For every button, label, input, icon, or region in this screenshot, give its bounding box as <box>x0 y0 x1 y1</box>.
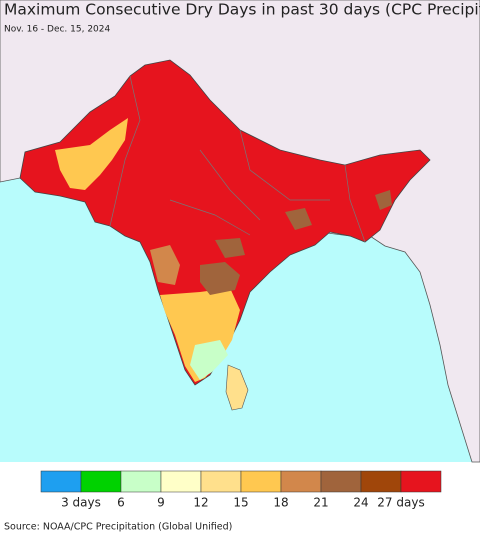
brown-patch <box>285 208 312 230</box>
legend: 3 days 6 9 12 15 18 21 24 27 days <box>40 470 442 510</box>
legend-label: 6 <box>117 496 125 510</box>
brown-patch <box>200 262 240 295</box>
legend-label: 12 <box>193 496 208 510</box>
legend-label: 27 days <box>377 496 424 510</box>
legend-swatch <box>40 470 82 493</box>
legend-swatch <box>200 470 242 493</box>
legend-swatch <box>240 470 282 493</box>
legend-label: 9 <box>157 496 165 510</box>
brown-patch <box>215 238 245 258</box>
legend-swatch <box>120 470 162 493</box>
brown-patch <box>150 245 180 285</box>
legend-swatch <box>320 470 362 493</box>
legend-label: 18 <box>273 496 288 510</box>
west-patch <box>55 118 128 190</box>
legend-swatch <box>280 470 322 493</box>
tip-patch <box>190 340 228 380</box>
legend-label: 3 days <box>61 496 101 510</box>
legend-label: 24 <box>353 496 368 510</box>
legend-swatch <box>400 470 442 493</box>
legend-swatch <box>160 470 202 493</box>
source: Source: NOAA/CPC Precipitation (Global U… <box>4 522 232 533</box>
brown-patch <box>375 190 392 210</box>
title: Maximum Consecutive Dry Days in past 30 … <box>4 1 480 19</box>
legend-label: 21 <box>313 496 328 510</box>
legend-label: 15 <box>233 496 248 510</box>
subtitle: Nov. 16 - Dec. 15, 2024 <box>4 25 110 35</box>
legend-swatch <box>360 470 402 493</box>
borders <box>109 75 366 243</box>
sri-lanka <box>225 364 249 411</box>
legend-swatch <box>80 470 122 493</box>
